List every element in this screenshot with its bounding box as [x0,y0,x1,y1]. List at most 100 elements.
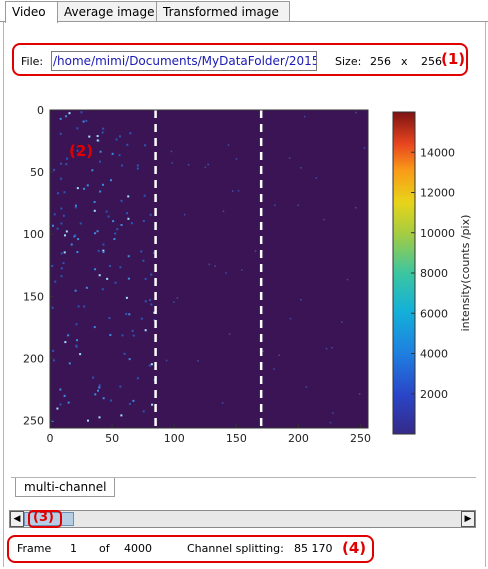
spot-marker [74,204,77,207]
tab-divider [0,21,488,22]
spot-marker [77,238,80,241]
tab-video[interactable]: Video [5,1,58,23]
spot-marker [63,191,66,194]
spot-marker [183,213,186,216]
spot-marker [142,259,145,262]
spot-marker [120,223,123,226]
spot-marker [140,250,143,253]
spot-marker [142,410,145,413]
spot-marker [52,349,55,352]
spot-marker [128,358,131,361]
y-tick-label: 250 [23,415,44,428]
spot-marker [60,207,63,210]
tab-transformed-image[interactable]: Transformed image [156,1,290,22]
spot-marker [214,265,216,267]
spot-marker [101,131,104,134]
spot-marker [115,138,118,141]
frame-scrollbar[interactable]: ◀ ▶ [9,510,476,528]
spot-marker [83,305,86,308]
spot-marker [221,402,224,404]
spot-marker [65,163,68,166]
colorbar-label: intensity(counts /pix) [459,215,472,332]
tab-multi-channel[interactable]: multi-channel [15,478,116,497]
spot-marker [232,190,234,192]
spot-marker [101,288,104,291]
spot-marker [73,235,76,238]
heatmap-figure[interactable]: 0 50 100 150 200 2500501001502002502000400060… [13,82,473,474]
spot-marker [102,251,105,254]
spot-marker [57,192,60,195]
spot-marker [144,144,147,147]
spot-marker [289,317,292,320]
spot-marker [79,353,82,356]
x-tick-label: 0 [47,432,54,445]
spot-marker [102,243,105,246]
y-tick-label: 100 [23,228,44,241]
tab-average-image[interactable]: Average image [57,1,157,22]
video-frame-plot[interactable]: 0 50 100 150 200 250 0 50 100 150 200 250 2000 4000 60… [13,82,473,474]
spot-marker [165,359,168,362]
x-tick-label: 150 [226,432,247,445]
spot-marker [144,300,147,303]
frame-of-label: of [99,542,110,555]
spot-marker [93,326,96,329]
spot-marker [106,277,109,280]
spot-marker [108,317,111,320]
spot-marker [123,352,126,355]
file-label: File: [21,55,44,68]
spot-marker [323,218,325,221]
spot-marker [53,213,56,216]
frame-label: Frame [17,542,52,555]
spot-marker [96,135,99,138]
spot-marker [151,403,154,406]
spot-marker [237,190,240,192]
spot-marker [94,268,97,271]
spot-marker [136,164,139,167]
spot-marker [331,346,333,349]
spot-marker [148,364,151,367]
spot-marker [363,147,366,149]
annotation-label-4: (4) [342,539,367,557]
spot-marker [127,277,130,280]
spot-marker [131,329,134,332]
spot-marker [70,243,73,246]
spot-marker [98,416,101,419]
file-path-field[interactable]: /home/mimi/Documents/MyDataFolder/201512 [51,51,317,71]
spot-marker [64,341,67,344]
scroll-left-arrow-icon[interactable]: ◀ [10,511,24,527]
spot-marker [262,350,264,353]
spot-marker [80,111,83,114]
colorbar-tick-label: 2000 [420,388,448,401]
spot-marker [126,143,129,146]
spot-marker [75,344,78,347]
spot-marker [153,311,156,314]
spot-marker [74,234,77,237]
spot-marker [207,163,209,166]
spot-marker [102,127,105,130]
spot-marker [329,421,332,424]
spot-marker [278,354,280,356]
spot-marker [54,280,57,283]
spot-marker [204,166,207,169]
channel-splitting-label: Channel splitting: [187,542,284,555]
channel-splitting-values: 85 170 [294,542,333,555]
spot-marker [102,249,105,252]
spot-marker [60,267,63,270]
spot-marker [93,209,96,212]
spot-marker [187,164,190,166]
spot-marker [112,220,115,223]
spot-marker [97,249,100,252]
spot-marker [76,127,79,130]
spot-marker [315,177,318,179]
colorbar-tick-label: 10000 [420,227,455,240]
spot-marker [132,334,135,337]
spot-marker [76,149,79,152]
spot-marker [97,389,100,392]
image-area [50,110,368,428]
spot-marker [125,296,128,299]
scroll-right-arrow-icon[interactable]: ▶ [461,511,475,527]
spot-marker [91,169,94,172]
spot-marker [56,407,59,410]
spot-marker [76,187,79,190]
subtab-divider [11,477,476,478]
